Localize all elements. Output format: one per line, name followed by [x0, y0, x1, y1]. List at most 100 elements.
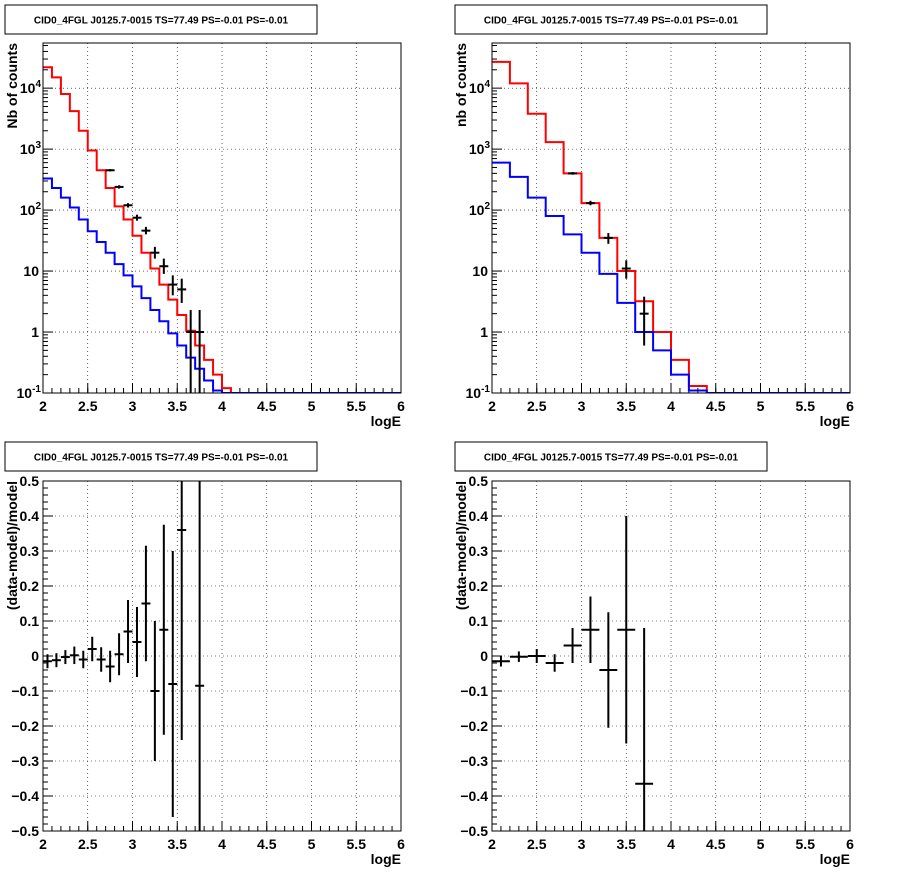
x-tick-label: 4.5 [257, 398, 277, 414]
title-box [454, 4, 768, 35]
x-tick-label: 3 [129, 836, 137, 852]
plot-area [43, 481, 205, 831]
data-point [123, 600, 133, 663]
y-tick-label: 10-1 [17, 384, 42, 401]
data-point [123, 203, 133, 208]
data-point [114, 633, 124, 676]
y-tick-label: 102 [469, 201, 491, 218]
y-tick-label: −0.1 [460, 683, 488, 699]
x-tick-label: 5 [757, 398, 765, 414]
y-tick-label: −0.5 [11, 823, 39, 839]
x-tick-label: 2.5 [78, 836, 98, 852]
plot-frame [42, 42, 402, 394]
title-box [4, 4, 318, 35]
x-tick-label: 2 [39, 836, 47, 852]
model-component-histogram [43, 177, 401, 393]
y-axis-title: nb of counts [453, 43, 469, 127]
x-axis-title: logE [371, 851, 401, 867]
model-component-histogram [492, 161, 850, 393]
data-point [545, 654, 564, 672]
y-tick-label: 0.1 [469, 613, 489, 629]
data-point [527, 649, 546, 663]
chart-panel-1: 2 2.5 3 3.5 4 4.5 5 5.5 6 10-1 1 10 102 103 104 logE Nb … [4, 4, 405, 429]
y-tick-label: 102 [20, 201, 42, 218]
x-tick-label: 3.5 [617, 398, 637, 414]
y-tick-label: 0.4 [20, 508, 40, 524]
data-point [195, 481, 205, 831]
data-point [87, 636, 97, 662]
x-tick-label: 4 [667, 836, 675, 852]
data-point [141, 226, 151, 235]
x-tick-label: 2.5 [527, 836, 547, 852]
x-axis-title: logE [820, 851, 850, 867]
data-point [168, 275, 178, 296]
data-point [43, 654, 52, 669]
data-point [568, 172, 578, 175]
plot-area [492, 516, 654, 831]
y-tick-label: −0.3 [460, 753, 488, 769]
x-tick-label: 3.5 [168, 398, 188, 414]
x-tick-label: 2 [488, 398, 496, 414]
data-point [132, 607, 142, 677]
x-tick-label: 4 [218, 836, 226, 852]
y-tick-label: 0.2 [20, 578, 40, 594]
y-tick-label: 103 [469, 140, 491, 157]
data-point [492, 656, 510, 667]
data-point [639, 296, 649, 346]
y-axis-title: Nb of counts [4, 43, 20, 129]
y-tick-label: 0 [480, 648, 488, 664]
y-tick-label: −0.1 [11, 683, 39, 699]
chart-panel-3: 2 2.5 3 3.5 4 4.5 5 5.5 6 −0.5 −0.4 −0.3 −0.2 −0.1 0 0.… [4, 441, 405, 867]
x-tick-label: 5.5 [347, 836, 367, 852]
x-tick-label: 4 [667, 398, 675, 414]
y-axis-title: (data-model)/model [4, 481, 20, 610]
y-tick-label: 104 [20, 79, 42, 96]
y-tick-label: 0.3 [469, 543, 489, 559]
title-box [4, 441, 318, 472]
data-point [60, 650, 70, 665]
data-point [186, 309, 196, 393]
y-tick-label: −0.2 [460, 718, 488, 734]
plot-frame [42, 480, 402, 832]
y-tick-label: 0.5 [20, 473, 40, 489]
data-point [159, 524, 169, 735]
plot-frame [491, 480, 851, 832]
y-tick-label: −0.2 [11, 718, 39, 734]
y-tick-label: −0.5 [460, 823, 488, 839]
data-point [78, 650, 88, 669]
data-point [563, 628, 582, 663]
y-tick-label: 103 [20, 140, 42, 157]
y-axis-title: (data-model)/model [453, 481, 469, 610]
y-tick-label: 0.3 [20, 543, 40, 559]
y-tick-label: 1 [480, 324, 488, 340]
x-tick-label: 4 [218, 398, 226, 414]
data-point [150, 246, 160, 259]
x-tick-label: 2 [39, 398, 47, 414]
data-point [617, 516, 636, 744]
y-tick-label: 0.5 [469, 473, 489, 489]
data-point [621, 260, 631, 279]
chart-title: CID0_4FGL J0125.7-0015 TS=77.49 PS=-0.01… [34, 453, 289, 464]
plot-area [492, 60, 850, 393]
x-tick-label: 3 [578, 398, 586, 414]
data-point [51, 653, 61, 668]
data-point [69, 646, 79, 665]
x-tick-label: 3.5 [617, 836, 637, 852]
x-tick-label: 6 [397, 836, 405, 852]
y-tick-label: 10-1 [466, 384, 491, 401]
y-tick-label: −0.4 [11, 788, 39, 804]
data-point [585, 200, 595, 206]
y-tick-label: 0.1 [20, 613, 40, 629]
x-tick-label: 5.5 [796, 398, 816, 414]
plot-area [43, 66, 401, 393]
x-tick-label: 3 [129, 398, 137, 414]
x-tick-label: 6 [397, 398, 405, 414]
x-tick-label: 4.5 [257, 836, 277, 852]
y-tick-label: −0.3 [11, 753, 39, 769]
data-point [635, 628, 654, 831]
chart-title: CID0_4FGL J0125.7-0015 TS=77.49 PS=-0.01… [484, 453, 739, 464]
x-tick-label: 5.5 [347, 398, 367, 414]
y-tick-label: 104 [469, 79, 491, 96]
x-tick-label: 2.5 [78, 398, 98, 414]
